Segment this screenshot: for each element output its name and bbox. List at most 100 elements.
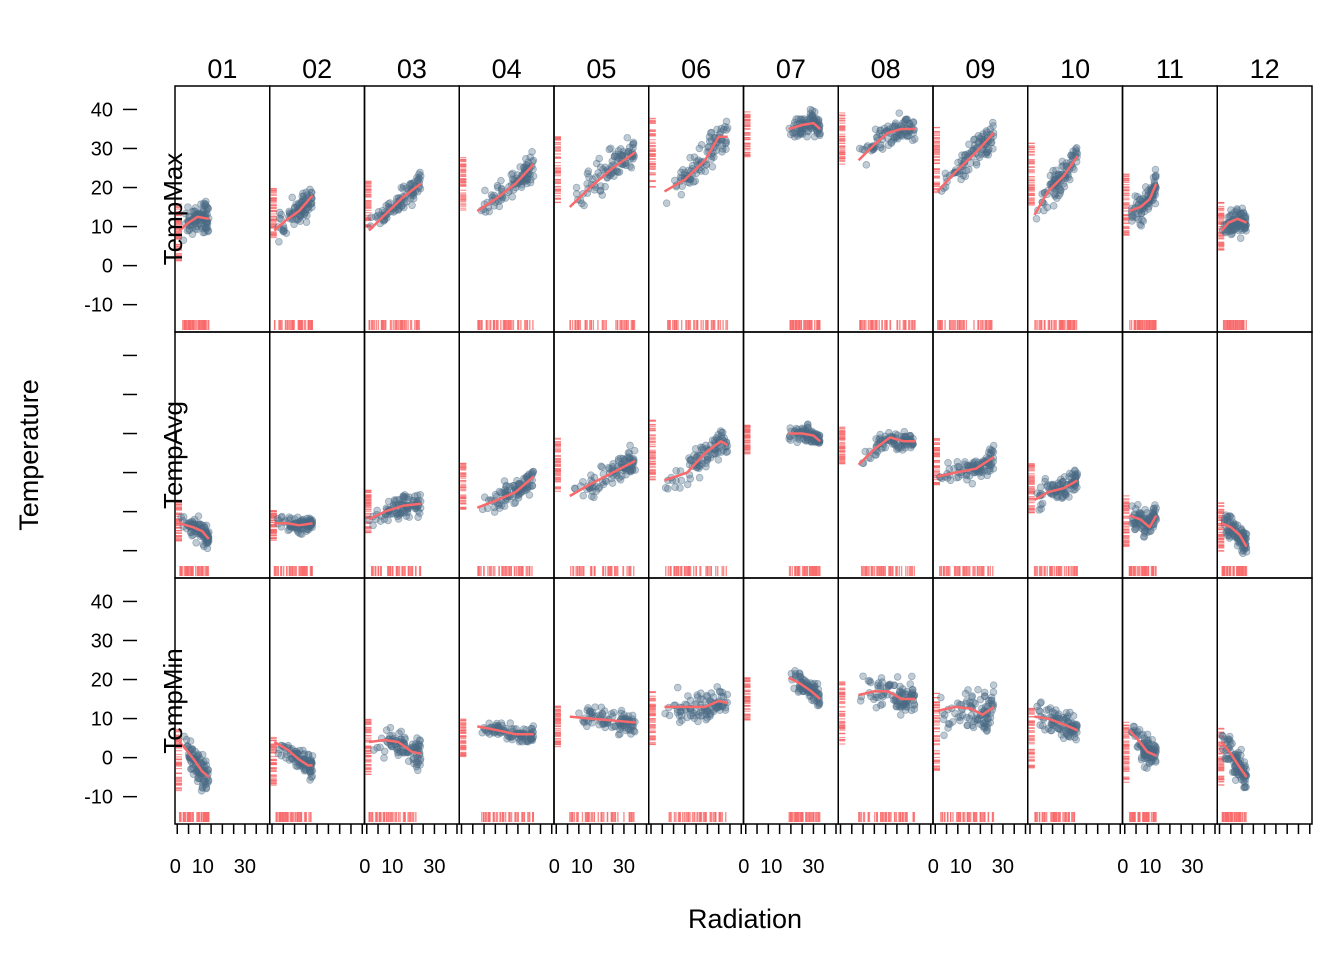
data-point [793,438,801,447]
data-point [807,437,816,446]
data-point [718,428,727,437]
data-point [892,133,901,142]
data-point [714,448,722,457]
data-point [394,515,403,523]
data-point [598,191,607,199]
data-point [592,159,601,168]
data-point [909,118,918,127]
data-point [299,515,307,524]
data-point [199,540,208,549]
data-point [197,521,206,529]
data-point [392,510,401,518]
data-point [894,134,902,143]
data-point [306,185,314,194]
data-point [708,436,717,445]
panel-content [1028,142,1082,330]
data-point [873,448,882,456]
data-point [1240,223,1249,231]
data-point [686,456,695,465]
data-point [414,176,422,185]
data-point [722,117,731,126]
data-point [1240,225,1249,233]
data-point [528,468,536,477]
data-point [493,181,502,190]
data-point [308,203,316,212]
data-point [481,208,490,216]
data-point [594,169,603,177]
data-point [617,472,626,480]
data-point [1070,471,1078,480]
data-point [803,132,811,141]
data-point [945,465,954,473]
panel-tempmax-04 [458,85,555,333]
data-point [497,184,506,193]
data-point [495,504,504,512]
data-point [413,176,422,184]
data-point [975,138,983,146]
data-point [1233,521,1242,530]
data-point [1228,221,1237,230]
data-point [609,460,617,468]
data-point [1236,234,1245,242]
data-point [408,201,416,210]
data-point [987,138,995,147]
data-point [517,183,526,191]
data-point [1144,205,1153,213]
data-point [525,491,534,499]
data-point [1226,211,1235,220]
data-point [1149,504,1158,513]
data-point [876,143,885,152]
data-point [1233,206,1241,214]
data-point [698,460,706,468]
data-point [302,527,311,536]
data-point [373,506,381,515]
data-point [630,446,639,455]
data-point [887,138,895,146]
data-point [1224,227,1233,236]
panel-content [839,426,917,576]
data-point [1151,165,1160,174]
data-point [522,155,530,163]
data-point [1062,159,1071,167]
data-point [502,481,511,490]
panel-border [742,85,839,333]
data-point [1050,176,1059,184]
data-point [891,121,900,129]
panel-content [1028,463,1082,576]
data-point [961,150,969,159]
data-point [714,456,723,464]
data-point [989,122,997,130]
data-point [369,521,377,530]
data-point [598,463,606,471]
data-point [1073,483,1081,492]
data-point [982,127,991,135]
data-point [203,223,212,232]
data-point [605,465,614,473]
data-point [528,482,537,490]
data-point [1057,475,1065,484]
data-point [1065,493,1073,501]
data-point [615,168,624,176]
data-point [275,214,284,223]
data-point [610,172,618,180]
data-point [520,474,528,483]
data-point [191,207,199,216]
data-point [384,200,393,208]
data-point [1225,212,1234,221]
data-point [1058,479,1067,487]
strip-label-tempavg: TempAvg [158,401,188,509]
data-point [796,128,805,137]
data-point [1226,532,1235,541]
data-point [579,491,588,500]
data-point [579,477,587,486]
data-point [587,471,595,479]
data-point [958,151,966,159]
data-point [296,212,305,221]
data-point [858,145,867,154]
data-point [592,487,601,495]
data-point [786,436,795,444]
data-point [901,115,910,124]
data-point [1145,202,1153,211]
panel-tempavg-01: TempAvg [158,331,271,579]
data-point [414,187,422,196]
